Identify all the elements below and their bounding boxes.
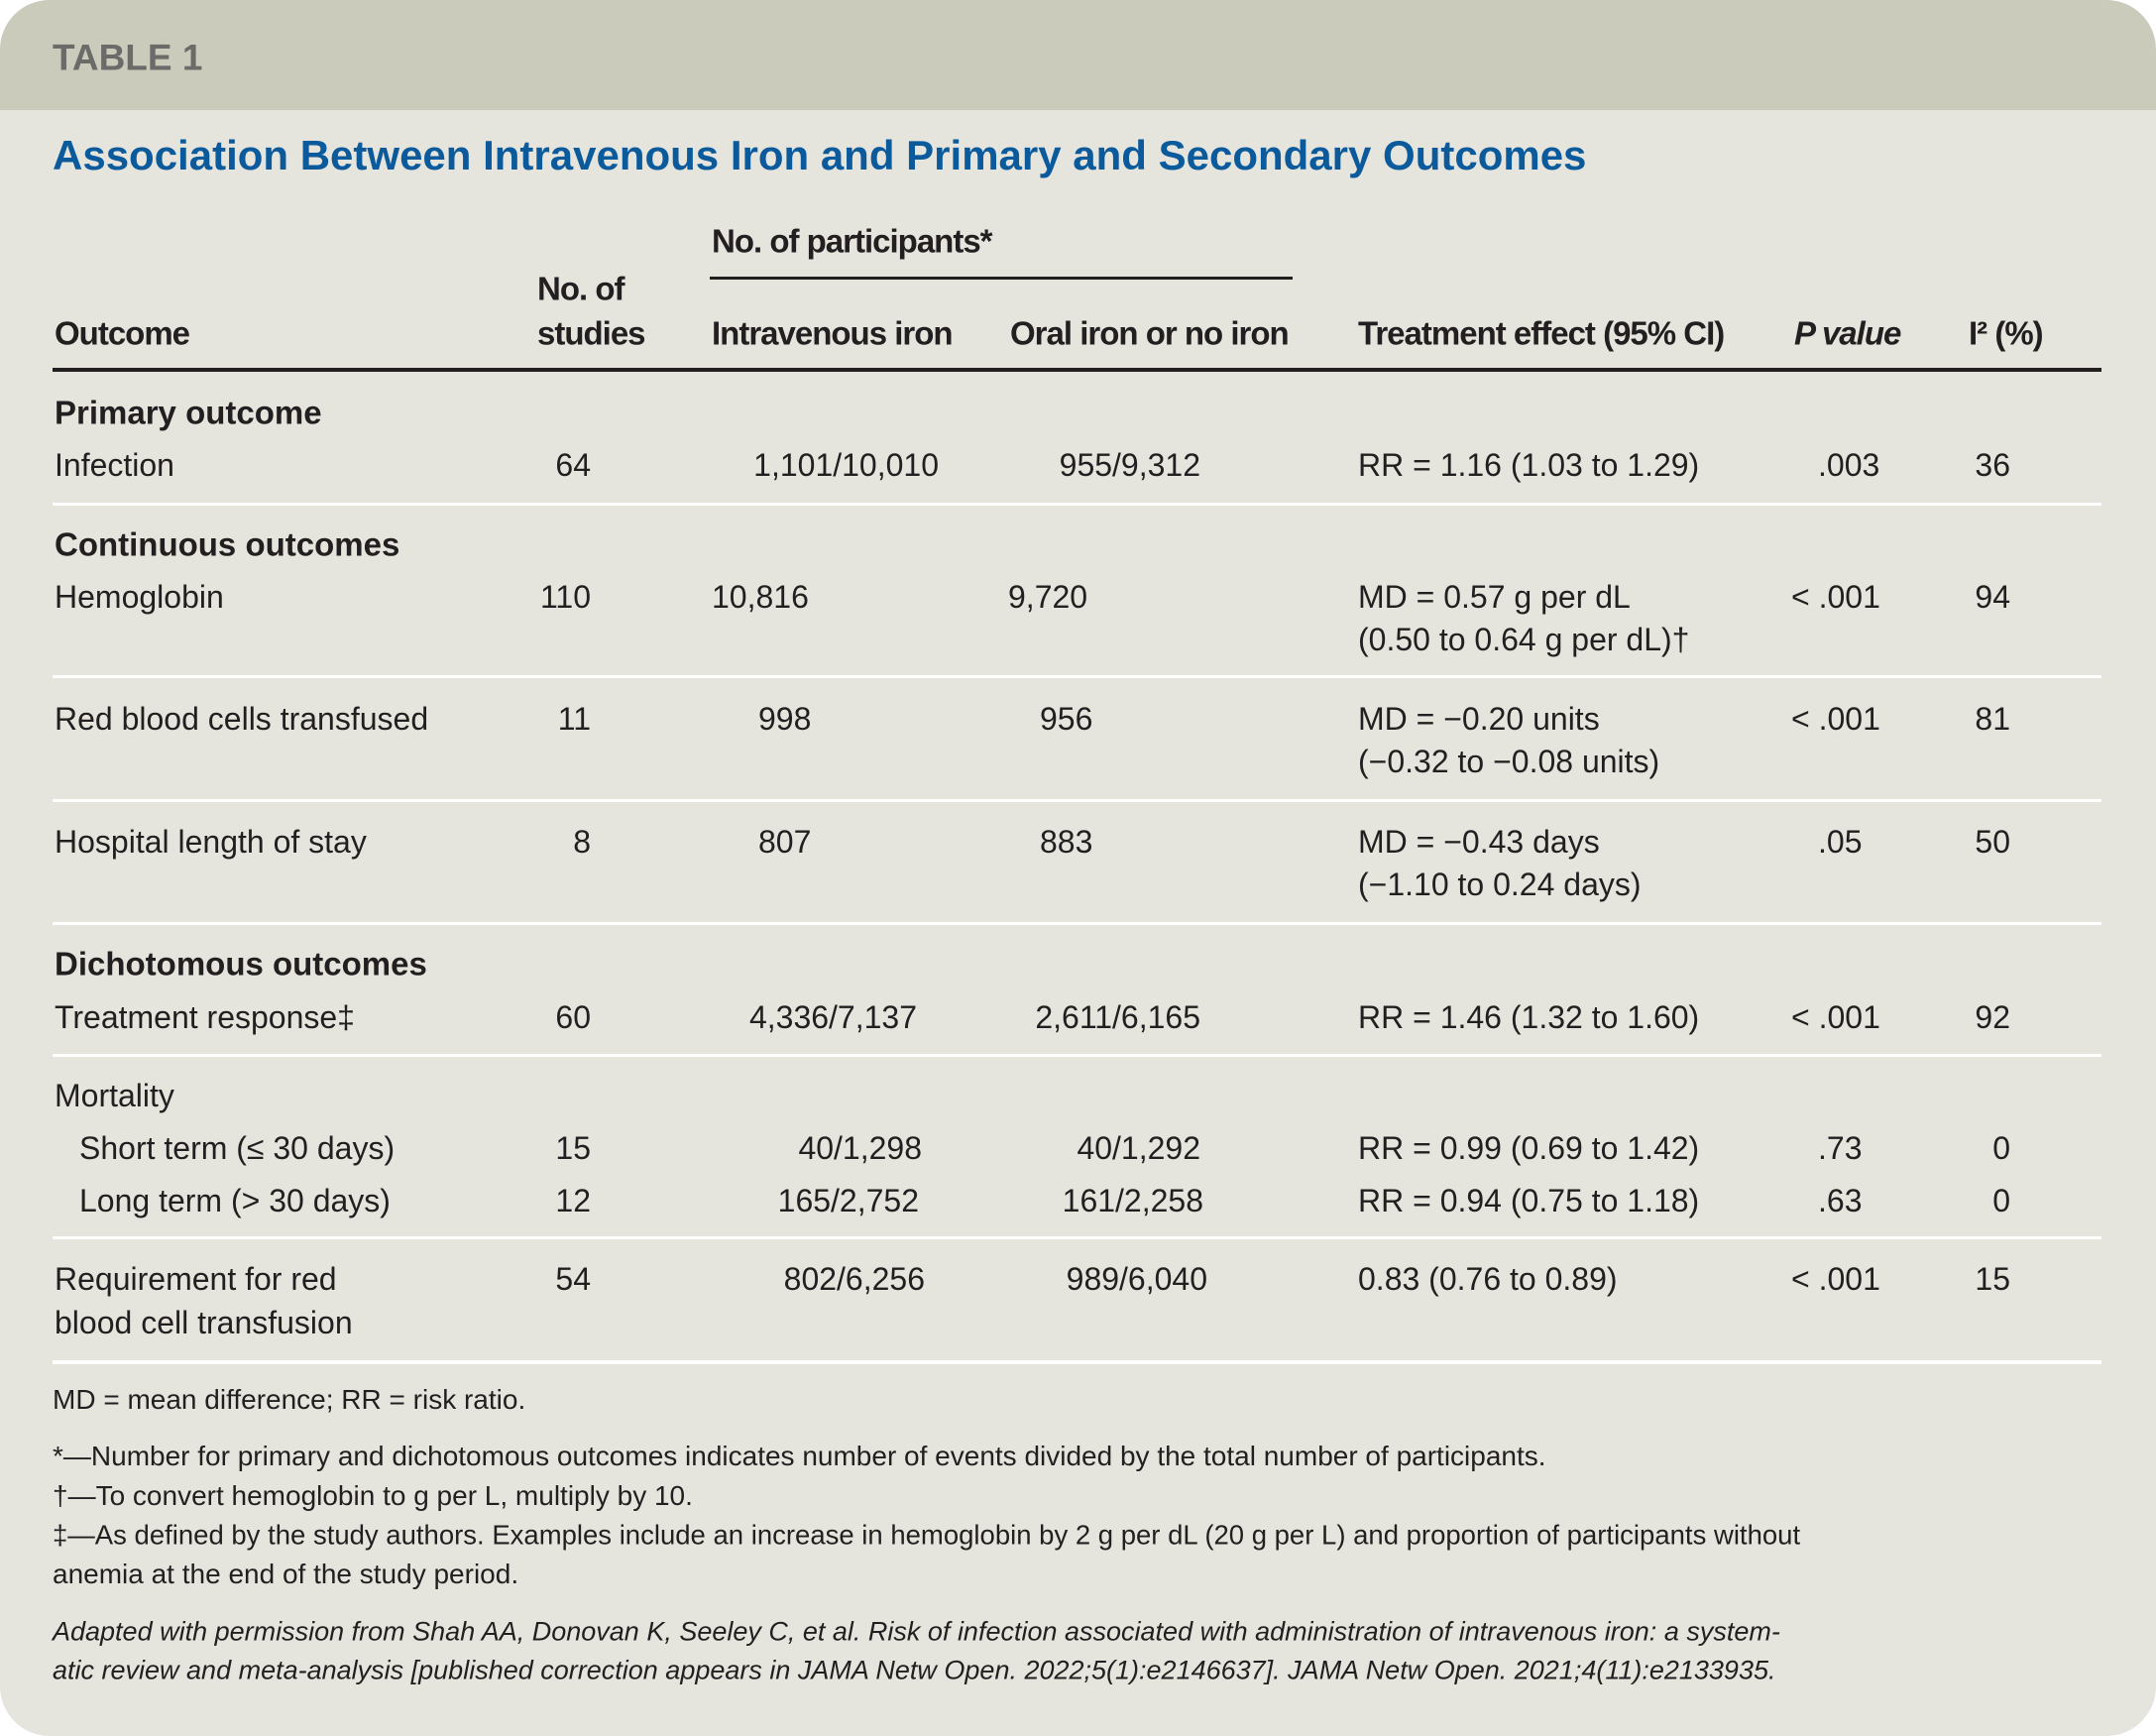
row-divider — [53, 1236, 2101, 1239]
cell-p: .003 — [1818, 447, 1880, 483]
cell-i2: 50 — [1975, 824, 2010, 860]
cell-p: < .001 — [1791, 579, 1880, 615]
cell-effect: RR = 0.99 (0.69 to 1.42) — [1358, 1130, 1700, 1166]
cell-effect: MD = 0.57 g per dL — [1358, 579, 1631, 615]
cell-outcome: Treatment response‡ — [55, 999, 355, 1035]
cell-outcome: Requirement for red — [55, 1261, 337, 1297]
cell-p: < .001 — [1791, 999, 1880, 1035]
cell-effect-ci: (−0.32 to −0.08 units) — [1358, 744, 1660, 779]
header-effect: Treatment effect (95% CI) — [1358, 314, 1725, 352]
cell-studies: 12 — [555, 1183, 591, 1218]
cell-studies: 64 — [555, 447, 591, 483]
cell-iv: 807 — [758, 824, 812, 860]
cell-studies: 15 — [555, 1130, 591, 1166]
section-primary: Primary outcome — [55, 394, 322, 431]
cell-outcome: Hospital length of stay — [55, 824, 367, 860]
cell-iv: 165/2,752 — [777, 1183, 919, 1218]
cell-i2: 15 — [1975, 1261, 2010, 1297]
table-label: TABLE 1 — [53, 37, 203, 78]
footnote-double-dagger: ‡—As defined by the study authors. Examp… — [53, 1519, 1801, 1551]
cell-p: .63 — [1818, 1183, 1863, 1218]
section-dichotomous: Dichotomous outcomes — [55, 945, 427, 983]
cell-oral: 883 — [1040, 824, 1093, 860]
table-title: Association Between Intravenous Iron and… — [53, 132, 1587, 178]
cell-i2: 36 — [1975, 447, 2010, 483]
cell-outcome: Short term (≤ 30 days) — [79, 1130, 396, 1166]
cell-oral: 161/2,258 — [1062, 1183, 1203, 1218]
cell-i2: 0 — [1992, 1183, 2010, 1218]
row-divider — [53, 503, 2101, 506]
source-citation: Adapted with permission from Shah AA, Do… — [53, 1616, 1780, 1647]
row-divider — [53, 675, 2101, 678]
header-studies-line2: studies — [537, 314, 646, 352]
header-group-rule — [710, 277, 1293, 280]
cell-studies: 54 — [555, 1261, 591, 1297]
cell-oral: 989/6,040 — [1066, 1261, 1207, 1297]
cell-iv: 998 — [758, 701, 812, 737]
row-divider — [53, 1054, 2101, 1057]
cell-outcome: Long term (> 30 days) — [79, 1183, 391, 1218]
cell-oral: 9,720 — [1008, 579, 1088, 615]
cell-effect: RR = 1.46 (1.32 to 1.60) — [1358, 999, 1700, 1035]
cell-effect: RR = 1.16 (1.03 to 1.29) — [1358, 447, 1700, 483]
cell-iv: 10,816 — [712, 579, 809, 615]
mortality-label: Mortality — [55, 1078, 174, 1113]
cell-p: .05 — [1818, 824, 1863, 860]
footnote-abbreviations: MD = mean difference; RR = risk ratio. — [53, 1384, 526, 1415]
cell-effect: 0.83 (0.76 to 0.89) — [1358, 1261, 1618, 1297]
cell-effect: MD = −0.20 units — [1358, 701, 1600, 737]
cell-studies: 110 — [539, 579, 591, 615]
cell-p: < .001 — [1791, 701, 1880, 737]
cell-oral: 956 — [1040, 701, 1093, 737]
cell-p: .73 — [1818, 1130, 1863, 1166]
header-band — [0, 0, 2156, 110]
header-participants: No. of participants* — [712, 222, 993, 260]
source-citation-line2: atic review and meta-analysis [published… — [53, 1655, 1776, 1685]
row-divider — [53, 922, 2101, 925]
header-oral: Oral iron or no iron — [1010, 314, 1290, 352]
cell-studies: 11 — [557, 701, 591, 737]
cell-i2: 94 — [1975, 579, 2010, 615]
cell-i2: 81 — [1975, 701, 2010, 737]
cell-effect: MD = −0.43 days — [1358, 824, 1600, 860]
footnote-star: *—Number for primary and dichotomous out… — [53, 1441, 1546, 1471]
cell-oral: 40/1,292 — [1077, 1130, 1200, 1166]
cell-studies: 60 — [555, 999, 591, 1035]
cell-iv: 4,336/7,137 — [748, 999, 917, 1035]
cell-iv: 40/1,298 — [798, 1130, 922, 1166]
header-p: P value — [1794, 314, 1901, 352]
cell-effect-ci: (−1.10 to 0.24 days) — [1358, 867, 1642, 902]
row-divider — [53, 799, 2101, 802]
cell-iv: 802/6,256 — [783, 1261, 925, 1297]
cell-outcome-line2: blood cell transfusion — [55, 1305, 353, 1340]
header-i2: I² (%) — [1969, 314, 2044, 352]
header-iv: Intravenous iron — [712, 314, 954, 352]
cell-p: < .001 — [1791, 1261, 1880, 1297]
cell-studies: 8 — [573, 824, 591, 860]
footnote-dagger: †—To convert hemoglobin to g per L, mult… — [53, 1480, 693, 1511]
cell-oral: 955/9,312 — [1059, 447, 1200, 483]
cell-oral: 2,611/6,165 — [1035, 999, 1200, 1035]
cell-outcome: Hemoglobin — [55, 579, 224, 615]
header-rule — [53, 368, 2101, 372]
cell-i2: 92 — [1975, 999, 2010, 1035]
footnote-double-dagger-line2: anemia at the end of the study period. — [53, 1559, 519, 1589]
header-outcome: Outcome — [55, 314, 190, 352]
header-studies-line1: No. of — [537, 270, 624, 307]
cell-effect: RR = 0.94 (0.75 to 1.18) — [1358, 1183, 1700, 1218]
cell-outcome: Infection — [55, 447, 174, 483]
cell-i2: 0 — [1992, 1130, 2010, 1166]
cell-iv: 1,101/10,010 — [753, 447, 939, 483]
cell-outcome: Red blood cells transfused — [55, 701, 429, 737]
table-bottom-rule — [53, 1360, 2101, 1364]
section-continuous: Continuous outcomes — [55, 525, 400, 563]
cell-effect-ci: (0.50 to 0.64 g per dL)† — [1358, 622, 1690, 657]
